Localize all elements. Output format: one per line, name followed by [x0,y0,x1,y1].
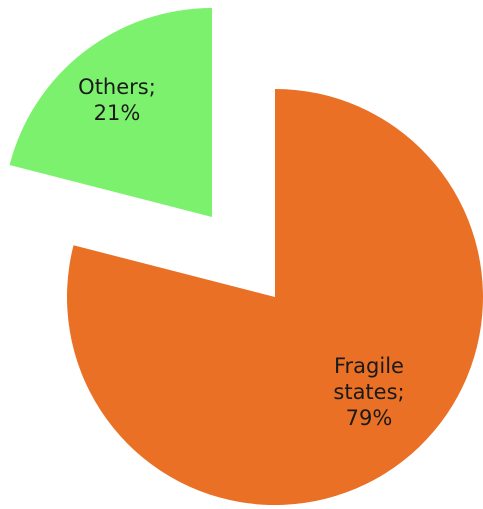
pie-slice-label-fragile-states: Fragile states; 79% [333,354,404,430]
pie-slice-label-others: Others; 21% [78,75,156,125]
slices-layer [9,8,483,505]
labels-layer: Fragile states; 79% Others; 21% [78,75,404,430]
pie-slice-fragile-states [66,89,483,505]
pie-slice-others [9,8,212,217]
